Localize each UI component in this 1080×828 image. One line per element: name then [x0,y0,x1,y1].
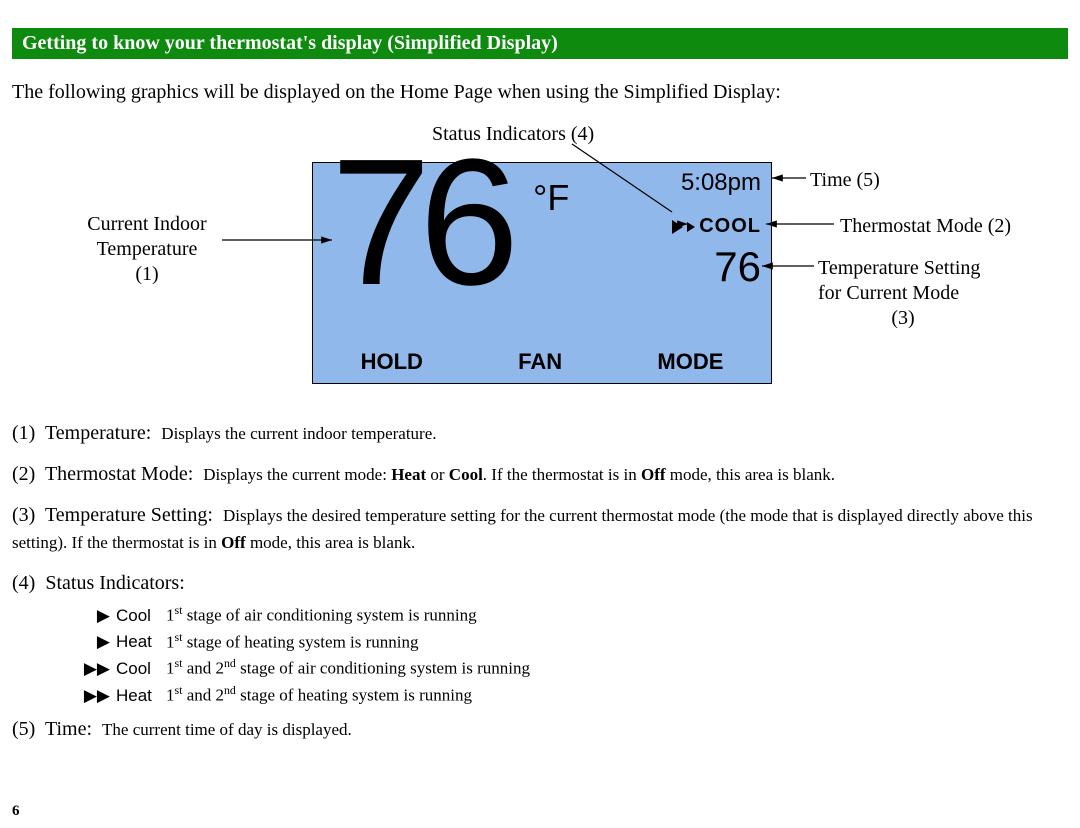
status-row: ▶ Cool 1st stage of air conditioning sys… [68,603,1068,626]
play-icon: ▶▶ [68,659,116,679]
def-term: Thermostat Mode: [45,463,193,485]
def-body: Displays the current mode: Heat or Cool.… [203,465,835,484]
definition-item: (5) Time: The current time of day is dis… [12,716,1068,743]
def-bold: Heat [391,465,426,484]
play-icon [687,222,695,232]
callout-line: Temperature Setting [818,257,980,279]
status-text: 1st and 2nd stage of heating system is r… [166,683,1068,706]
mode-row: COOL [672,215,761,238]
callout-line: for Current Mode [818,282,959,304]
def-text: mode, this area is blank. [666,465,836,484]
play-icon: ▶ [68,632,116,652]
callout-line: (1) [135,263,158,285]
def-term: Time: [45,718,92,740]
status-label: Heat [116,632,166,652]
def-term: Temperature Setting: [45,504,213,526]
status-text: 1st stage of air conditioning system is … [166,603,1068,626]
definition-item: (2) Thermostat Mode: Displays the curren… [12,461,1068,488]
def-number: (5) [12,718,35,740]
status-text: 1st stage of heating system is running [166,630,1068,653]
page-number: 6 [12,803,20,820]
definition-item: (1) Temperature: Displays the current in… [12,420,1068,447]
def-term: Temperature: [45,422,151,444]
status-label: Cool [116,606,166,626]
callout-line: (3) [818,306,988,331]
callout-line: Current Indoor [87,213,206,235]
def-number: (4) [12,572,35,594]
definitions-list: (1) Temperature: Displays the current in… [12,420,1068,743]
def-text: or [426,465,449,484]
callout-line: Temperature [97,238,198,260]
callout-current-temp: Current Indoor Temperature (1) [72,212,222,287]
def-number: (1) [12,422,35,444]
def-bold: Off [641,465,666,484]
intro-text: The following graphics will be displayed… [12,81,1068,104]
def-body: The current time of day is displayed. [102,720,352,739]
definition-item: (4) Status Indicators: [12,570,1068,597]
fan-button[interactable]: FAN [518,349,562,375]
callout-temp-setting: Temperature Setting for Current Mode (3) [818,256,988,331]
def-term: Status Indicators: [45,572,184,594]
play-icon: ▶ [68,606,116,626]
def-text: . If the thermostat is in [483,465,641,484]
play-icon: ▶▶ [68,686,116,706]
def-number: (3) [12,504,35,526]
button-row: HOLD FAN MODE [313,349,771,375]
mode-label: COOL [699,215,761,238]
definition-item: (3) Temperature Setting: Displays the de… [12,502,1068,556]
time-value: 5:08pm [681,169,761,197]
play-icon [672,220,683,234]
setpoint-value: 76 [714,243,761,291]
thermostat-diagram: Status Indicators (4) Current Indoor Tem… [12,122,1068,402]
mode-button[interactable]: MODE [657,349,723,375]
def-number: (2) [12,463,35,485]
def-text: Displays the current mode: [203,465,391,484]
current-temp-value: 76 [331,119,507,326]
hold-button[interactable]: HOLD [361,349,423,375]
def-bold: Cool [449,465,483,484]
callout-time: Time (5) [810,168,880,193]
section-header: Getting to know your thermostat's displa… [12,28,1068,59]
status-row: ▶ Heat 1st stage of heating system is ru… [68,630,1068,653]
status-label: Heat [116,686,166,706]
callout-mode: Thermostat Mode (2) [840,214,1011,239]
status-text: 1st and 2nd stage of air conditioning sy… [166,656,1068,679]
temp-unit: °F [533,177,569,219]
def-bold: Off [221,533,246,552]
thermostat-display: 76 °F 5:08pm COOL 76 HOLD FAN MODE [312,162,772,384]
status-indicator-list: ▶ Cool 1st stage of air conditioning sys… [68,603,1068,706]
status-row: ▶▶ Cool 1st and 2nd stage of air conditi… [68,656,1068,679]
status-label: Cool [116,659,166,679]
def-body: Displays the current indoor temperature. [161,424,436,443]
def-text: mode, this area is blank. [246,533,416,552]
status-row: ▶▶ Heat 1st and 2nd stage of heating sys… [68,683,1068,706]
